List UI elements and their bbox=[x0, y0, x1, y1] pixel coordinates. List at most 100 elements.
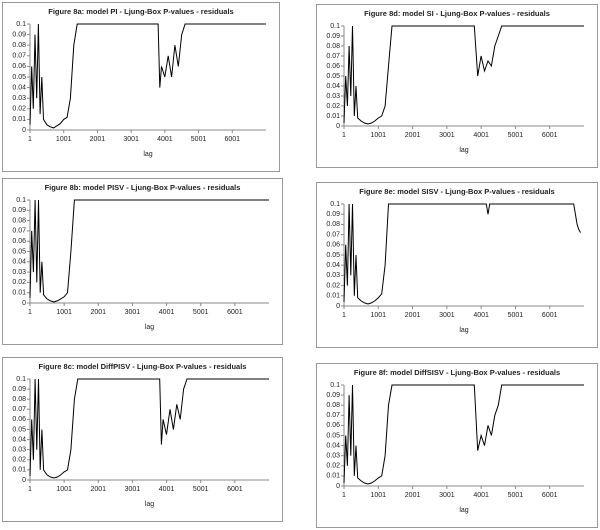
y-tick-label: 0.06 bbox=[326, 242, 340, 249]
x-tick-label: 1001 bbox=[56, 486, 72, 493]
panel-border bbox=[316, 182, 598, 348]
chart-title: Figure 8e: model SISV - Ljung-Box P-valu… bbox=[359, 187, 554, 196]
x-tick-label: 2001 bbox=[405, 492, 421, 499]
y-tick-label: 0.07 bbox=[12, 228, 26, 235]
y-tick-label: 0.01 bbox=[326, 113, 340, 120]
x-tick-label: 5001 bbox=[193, 309, 209, 316]
x-tick-label: 3001 bbox=[125, 309, 141, 316]
x-tick-label: 2001 bbox=[90, 486, 106, 493]
x-tick-label: 2001 bbox=[405, 312, 421, 319]
x-axis-label: lag bbox=[459, 507, 468, 514]
data-line bbox=[29, 199, 269, 303]
y-tick-label: 0.04 bbox=[12, 259, 26, 266]
y-tick-label: 0.02 bbox=[12, 279, 26, 286]
y-tick-label: 0.09 bbox=[326, 211, 340, 218]
y-tick-label: 0.08 bbox=[12, 42, 26, 49]
x-tick-label: 3001 bbox=[125, 486, 141, 493]
panel-border bbox=[316, 363, 598, 528]
x-tick-label: 1001 bbox=[370, 132, 386, 139]
chart-title: Figure 8c: model DiffPISV - Ljung-Box P-… bbox=[39, 362, 247, 371]
y-tick-label: 0.09 bbox=[326, 33, 340, 40]
y-tick-label: 0.06 bbox=[12, 416, 26, 423]
data-line bbox=[29, 23, 266, 129]
chart-panel: Figure 8f: model DiffSISV - Ljung-Box P-… bbox=[316, 363, 598, 528]
x-tick-label: 1 bbox=[28, 309, 32, 316]
y-tick-label: 0.05 bbox=[12, 74, 26, 81]
x-tick-label: 4001 bbox=[157, 136, 173, 143]
y-tick-label: 0.1 bbox=[16, 376, 26, 383]
x-tick-label: 4001 bbox=[159, 486, 175, 493]
x-tick-label: 5001 bbox=[193, 486, 209, 493]
y-tick-label: 0.04 bbox=[326, 83, 340, 90]
y-tick-label: 0.08 bbox=[12, 396, 26, 403]
y-tick-label: 0.08 bbox=[12, 217, 26, 224]
y-tick-label: 0.03 bbox=[12, 269, 26, 276]
y-tick-label: 0.1 bbox=[330, 382, 340, 389]
y-tick-label: 0 bbox=[22, 127, 26, 134]
y-tick-label: 0.07 bbox=[12, 53, 26, 60]
x-tick-label: 1 bbox=[28, 136, 32, 143]
x-tick-label: 4001 bbox=[473, 312, 489, 319]
y-tick-label: 0.06 bbox=[12, 238, 26, 245]
chart-title: Figure 8b: model PISV - Ljung-Box P-valu… bbox=[45, 183, 241, 192]
chart-title: Figure 8a: model PI - Ljung-Box P-values… bbox=[48, 7, 233, 16]
x-tick-label: 5001 bbox=[508, 312, 524, 319]
y-tick-label: 0.1 bbox=[16, 21, 26, 28]
x-tick-label: 6001 bbox=[227, 309, 243, 316]
x-tick-label: 4001 bbox=[159, 309, 175, 316]
y-tick-label: 0.06 bbox=[12, 63, 26, 70]
y-tick-label: 0.09 bbox=[12, 31, 26, 38]
y-tick-label: 0.07 bbox=[12, 406, 26, 413]
x-tick-label: 5001 bbox=[191, 136, 207, 143]
chart-panel: Figure 8e: model SISV - Ljung-Box P-valu… bbox=[316, 182, 598, 348]
data-line bbox=[343, 25, 584, 125]
x-tick-label: 1001 bbox=[56, 309, 72, 316]
x-axis-label: lag bbox=[145, 324, 154, 331]
chart-panel: Figure 8a: model PI - Ljung-Box P-values… bbox=[2, 2, 280, 172]
y-tick-label: 0.03 bbox=[12, 447, 26, 454]
chart-panel: Figure 8d: model SI - Ljung-Box P-values… bbox=[316, 4, 598, 168]
y-tick-label: 0 bbox=[22, 300, 26, 307]
x-tick-label: 1 bbox=[342, 492, 346, 499]
y-tick-label: 0.07 bbox=[326, 53, 340, 60]
y-tick-label: 0 bbox=[336, 123, 340, 130]
x-tick-label: 1 bbox=[342, 132, 346, 139]
y-tick-label: 0.07 bbox=[326, 412, 340, 419]
y-tick-label: 0 bbox=[336, 483, 340, 490]
y-tick-label: 0.06 bbox=[326, 422, 340, 429]
y-tick-label: 0.06 bbox=[326, 63, 340, 70]
panel-border bbox=[2, 2, 280, 172]
y-tick-label: 0 bbox=[336, 303, 340, 310]
x-axis-label: lag bbox=[145, 501, 154, 508]
y-tick-label: 0.01 bbox=[12, 290, 26, 297]
x-tick-label: 3001 bbox=[439, 312, 455, 319]
y-tick-label: 0.04 bbox=[326, 442, 340, 449]
y-tick-label: 0.07 bbox=[326, 231, 340, 238]
y-tick-label: 0.03 bbox=[326, 93, 340, 100]
x-tick-label: 1 bbox=[342, 312, 346, 319]
chart-panel: Figure 8b: model PISV - Ljung-Box P-valu… bbox=[2, 178, 283, 345]
y-tick-label: 0.01 bbox=[12, 116, 26, 123]
x-axis-label: lag bbox=[459, 327, 468, 334]
y-tick-label: 0.03 bbox=[326, 272, 340, 279]
x-tick-label: 1001 bbox=[370, 312, 386, 319]
x-axis-label: lag bbox=[459, 147, 468, 154]
data-line bbox=[343, 203, 581, 305]
y-tick-label: 0.08 bbox=[326, 402, 340, 409]
y-tick-label: 0.09 bbox=[326, 392, 340, 399]
x-tick-label: 1001 bbox=[370, 492, 386, 499]
x-tick-label: 3001 bbox=[439, 492, 455, 499]
chart-panel: Figure 8c: model DiffPISV - Ljung-Box P-… bbox=[2, 357, 283, 522]
x-tick-label: 1001 bbox=[56, 136, 72, 143]
y-tick-label: 0.1 bbox=[16, 197, 26, 204]
x-tick-label: 6001 bbox=[224, 136, 240, 143]
x-tick-label: 4001 bbox=[473, 132, 489, 139]
panel-border bbox=[2, 357, 283, 522]
x-tick-label: 6001 bbox=[542, 312, 558, 319]
y-tick-label: 0.01 bbox=[12, 467, 26, 474]
x-tick-label: 3001 bbox=[123, 136, 139, 143]
x-tick-label: 4001 bbox=[473, 492, 489, 499]
y-tick-label: 0.05 bbox=[326, 73, 340, 80]
y-tick-label: 0.1 bbox=[330, 23, 340, 30]
